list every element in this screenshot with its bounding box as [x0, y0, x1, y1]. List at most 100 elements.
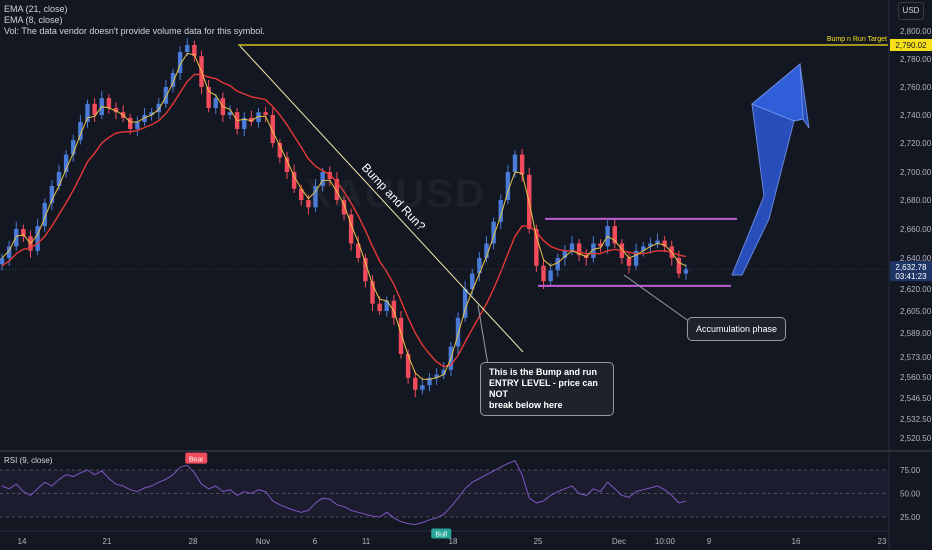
bump-run-trendline — [239, 45, 524, 353]
candle-body — [441, 369, 446, 375]
candle-body — [156, 103, 161, 113]
candle-body — [227, 112, 233, 115]
candle-body — [14, 229, 19, 247]
entry-callout-line-2: ENTRY LEVEL - price can NOT — [489, 378, 598, 399]
time-tick-label: 25 — [534, 537, 543, 546]
legend-ema21[interactable]: EMA (21, close) — [4, 4, 68, 14]
time-tick-label: 23 — [878, 537, 887, 546]
price-tick-label: 2,780.00 — [900, 55, 932, 64]
entry-callout-line-3: break below here — [489, 400, 563, 410]
price-tick-label: 2,546.50 — [900, 394, 932, 403]
rsi-line — [1, 459, 687, 526]
target-price-tag — [890, 38, 932, 51]
price-tick-label: 2,760.00 — [900, 83, 932, 92]
price-tick-label: 2,620.00 — [900, 285, 932, 294]
price-tick-label: 2,720.00 — [900, 139, 932, 148]
candle-body — [213, 98, 218, 108]
entry-callout-pointer — [477, 304, 489, 366]
candle-body — [242, 117, 247, 129]
candle-body — [163, 87, 169, 104]
candle-body — [427, 377, 432, 386]
currency-button[interactable]: USD — [898, 2, 924, 20]
price-tick-label: 2,589.00 — [900, 329, 932, 338]
candle-body — [541, 265, 546, 282]
candle-body — [548, 270, 553, 282]
candle-body — [21, 229, 26, 237]
candle-body — [641, 246, 646, 251]
candle-body — [470, 273, 475, 289]
candle-body — [576, 243, 582, 256]
candle-body — [562, 250, 568, 258]
rsi-legend[interactable]: RSI (9, close) — [4, 456, 53, 465]
candle-body — [249, 117, 254, 122]
bump-target-label: Bump n Run Target — [827, 36, 887, 43]
candle-body — [291, 172, 297, 189]
candle-body — [334, 179, 340, 200]
candle-body — [185, 45, 190, 52]
accumulation-callout[interactable]: Accumulation phase — [687, 317, 787, 341]
candle-body — [35, 226, 40, 251]
candle-body — [370, 281, 375, 304]
candle-body — [142, 115, 147, 122]
candle-body — [477, 258, 482, 274]
candle-body — [306, 200, 311, 208]
ema21-line — [1, 73, 687, 368]
candle-body — [377, 303, 382, 311]
candle-body — [462, 289, 468, 318]
price-tick-label: 2,560.50 — [900, 373, 932, 382]
candle-body — [662, 240, 667, 247]
candle-body — [434, 374, 439, 378]
candle-body — [113, 108, 119, 113]
candle-body — [484, 243, 489, 258]
time-tick-label: Dec — [612, 537, 626, 546]
price-tick-label: 2,680.00 — [900, 196, 932, 205]
candle-body — [128, 117, 133, 129]
time-tick-label: 28 — [189, 537, 198, 546]
candle-body — [591, 243, 596, 258]
entry-level-callout[interactable]: This is the Bump and run ENTRY LEVEL - p… — [480, 362, 614, 416]
candle-body — [391, 300, 397, 318]
candle-body — [320, 172, 325, 186]
candle-body — [356, 243, 361, 258]
bull-signal-text: Bull — [435, 532, 447, 539]
candle-body — [612, 226, 617, 244]
price-tick-label: 2,740.00 — [900, 111, 932, 120]
candle-body — [676, 258, 682, 274]
candle-body — [455, 317, 461, 347]
candle-body — [63, 154, 69, 172]
countdown-tag-text: 03:41:23 — [895, 272, 927, 281]
candle-body — [498, 200, 503, 222]
current-price-tag-text: 2,632.78 — [895, 263, 927, 272]
price-tick-label: 2,605.00 — [900, 307, 932, 316]
bear-signal-tag — [185, 452, 208, 464]
candles-group — [0, 38, 689, 398]
target-arrow-head — [751, 62, 804, 122]
candle-body — [534, 229, 539, 266]
candle-body — [299, 188, 304, 200]
candle-body — [263, 112, 268, 115]
time-tick-label: 6 — [313, 537, 318, 546]
accumulation-callout-pointer — [623, 274, 691, 323]
rsi-tick-label: 75.00 — [900, 466, 921, 475]
entry-callout-line-1: This is the Bump and run — [489, 367, 598, 377]
time-tick-label: 9 — [707, 537, 712, 546]
candle-body — [78, 122, 83, 141]
candle-body — [135, 122, 140, 129]
current-price-tag — [890, 261, 932, 282]
price-tick-label: 2,520.50 — [900, 434, 932, 443]
candle-body — [192, 45, 197, 57]
candle-body — [106, 98, 112, 108]
candle-body — [313, 186, 318, 208]
rsi-tick-label: 25.00 — [900, 513, 921, 522]
time-tick-label: 16 — [792, 537, 801, 546]
candle-body — [6, 246, 12, 258]
legend-ema8[interactable]: EMA (8, close) — [4, 15, 63, 25]
candle-body — [384, 300, 389, 311]
candle-body — [149, 112, 154, 115]
candle-body — [49, 186, 55, 203]
rsi-tick-label: 50.00 — [900, 490, 921, 499]
bear-signal-text: Bear — [189, 457, 204, 464]
legend-volume[interactable]: Vol: The data vendor doesn't provide vol… — [4, 26, 265, 36]
price-tick-label: 2,532.50 — [900, 415, 932, 424]
